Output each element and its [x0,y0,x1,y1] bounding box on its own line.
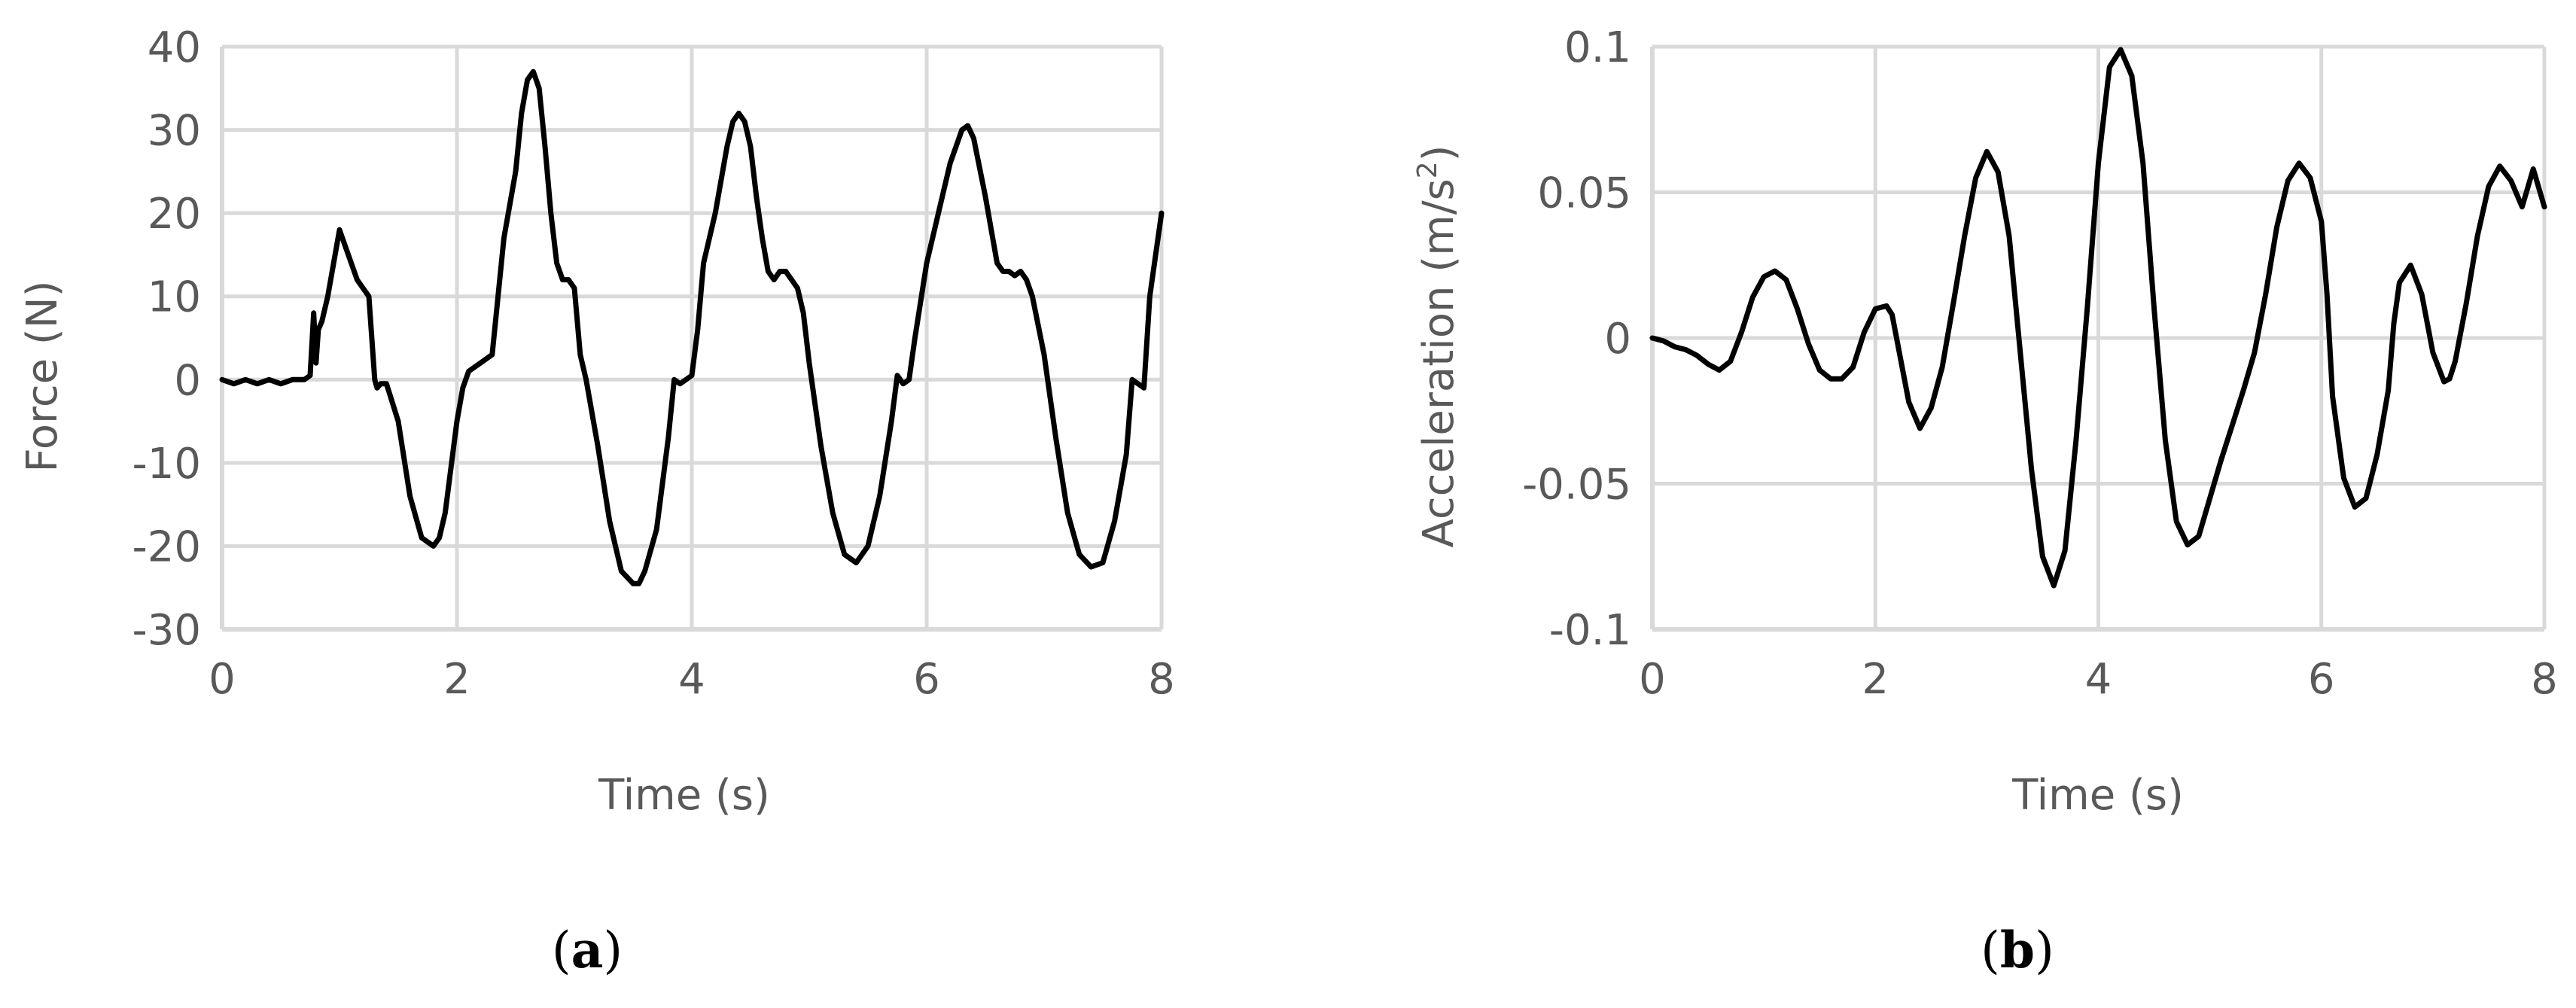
acceleration-series-line [1649,47,2547,589]
a-y-tick-label: -30 [132,606,201,655]
panel-a-caption: (a) [552,921,623,979]
a-y-tick-label: 30 [148,107,201,156]
a-y-tick-label: -10 [132,440,201,489]
force-chart-x-axis-label: Time (s) [598,771,770,820]
b-x-tick-label: 6 [2308,655,2335,704]
force-chart-gridlines [220,44,1164,632]
acceleration-chart-y-ticks: -0.1 -0.05 0 0.05 0.1 [1522,23,1631,655]
panel-b-caption: (b) [1981,921,2054,979]
acceleration-chart-x-ticks: 0 2 4 6 8 [1639,655,2558,704]
b-x-tick-label: 0 [1639,655,1666,704]
a-x-tick-label: 2 [443,655,470,704]
force-chart: -30 -20 -10 0 10 20 30 40 0 2 4 6 8 Time (s) Force … [18,23,1175,979]
a-y-tick-label: 10 [148,273,201,322]
a-x-tick-label: 8 [1148,655,1175,704]
force-chart-y-ticks: -30 -20 -10 0 10 20 30 40 [132,23,201,655]
a-y-tick-label: 0 [174,356,201,405]
acceleration-chart-x-axis-label: Time (s) [2011,771,2184,820]
panel-b-caption-letter: b [2000,921,2035,979]
acceleration-chart: -0.1 -0.05 0 0.05 0.1 0 2 4 6 8 Time (s) Acceler… [1412,23,2558,979]
a-x-tick-label: 4 [678,655,705,704]
b-x-tick-label: 4 [2085,655,2112,704]
b-y-tick-label: 0.05 [1537,169,1631,218]
force-series-line [219,69,1165,586]
acceleration-ylabel-tail: ) [1414,145,1463,162]
force-chart-axes [220,47,1162,632]
a-y-tick-label: 20 [148,190,201,239]
b-x-tick-label: 8 [2531,655,2558,704]
a-x-tick-label: 0 [209,655,236,704]
b-y-tick-label: -0.1 [1549,606,1631,655]
a-y-tick-label: -20 [132,522,201,571]
acceleration-chart-gridlines [1650,44,2547,632]
panel-a-caption-letter: a [571,921,604,979]
force-chart-x-ticks: 0 2 4 6 8 [209,655,1175,704]
acceleration-ylabel-sup: 2 [1412,161,1443,178]
acceleration-ylabel-main: Acceleration (m/s [1414,178,1463,547]
acceleration-chart-y-axis-label: Acceleration (m/s2) [1412,145,1463,548]
force-chart-y-axis-label: Force (N) [18,281,67,473]
a-y-tick-label: 40 [148,23,201,72]
b-y-tick-label: -0.05 [1522,461,1631,510]
a-x-tick-label: 6 [913,655,940,704]
b-y-tick-label: 0.1 [1564,23,1631,72]
b-x-tick-label: 2 [1862,655,1889,704]
b-y-tick-label: 0 [1604,315,1631,364]
